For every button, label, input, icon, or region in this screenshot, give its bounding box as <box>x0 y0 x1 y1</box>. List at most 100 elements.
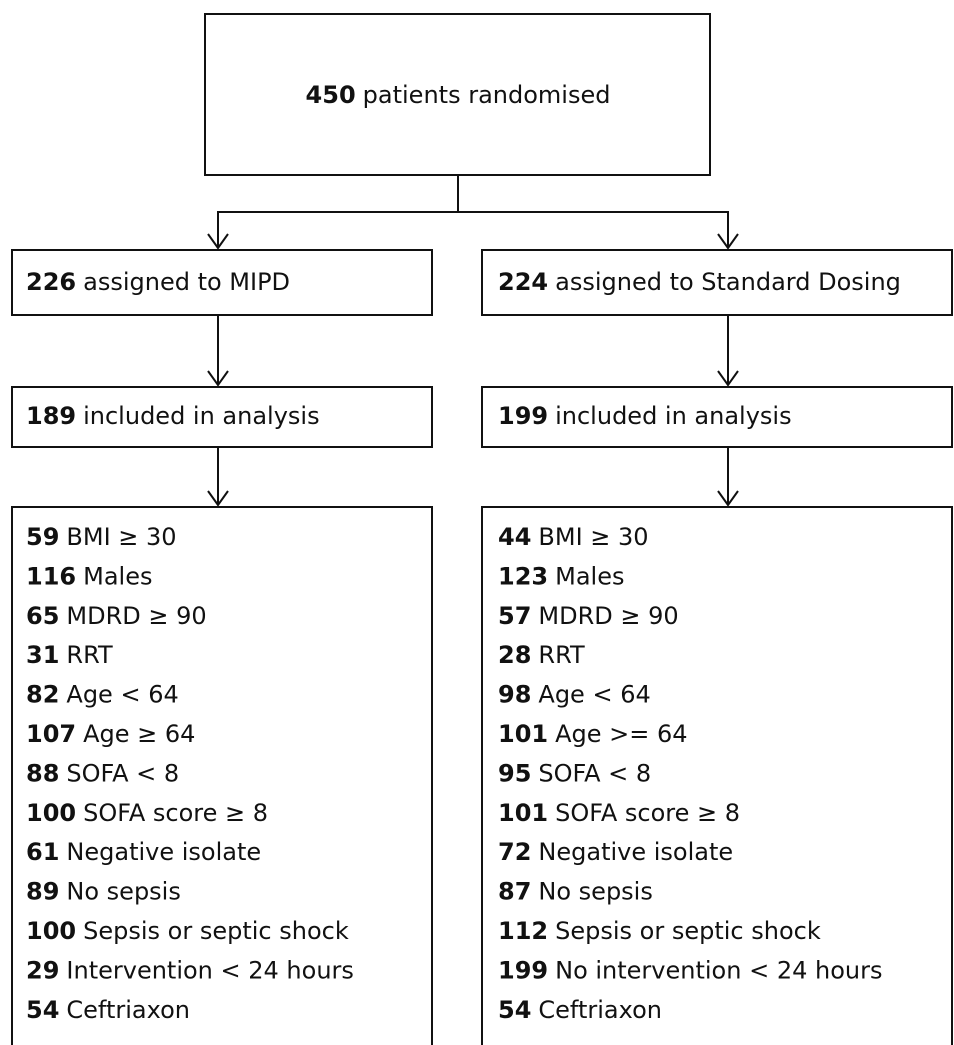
label: Ceftriaxon <box>66 996 190 1024</box>
entry: 82 Age < 64 <box>26 681 179 709</box>
count: 224 <box>498 268 548 296</box>
analysis-box <box>11 386 433 448</box>
label: SOFA < 8 <box>66 759 179 787</box>
label: included in analysis <box>83 402 320 430</box>
count: 112 <box>498 917 548 945</box>
label: Intervention < 24 hours <box>66 956 354 984</box>
label: Sepsis or septic shock <box>83 917 349 945</box>
count: 59 <box>26 523 59 551</box>
arrow-head <box>717 233 739 250</box>
label: Age ≥ 64 <box>83 720 195 748</box>
count: 98 <box>498 681 531 709</box>
label: RRT <box>538 641 585 669</box>
label: SOFA < 8 <box>538 759 651 787</box>
characteristics-box <box>481 506 953 1045</box>
entry: 65 MDRD ≥ 90 <box>26 602 207 630</box>
label: Age >= 64 <box>555 720 687 748</box>
entry: 199 No intervention < 24 hours <box>498 956 882 984</box>
count: 44 <box>498 523 531 551</box>
label: SOFA score ≥ 8 <box>83 799 268 827</box>
count: 101 <box>498 720 548 748</box>
entry: 59 BMI ≥ 30 <box>26 523 177 551</box>
entry: 54 Ceftriaxon <box>498 996 662 1024</box>
label: assigned to MIPD <box>83 268 290 296</box>
count: 450 <box>306 81 356 109</box>
label: BMI ≥ 30 <box>66 523 176 551</box>
entry: 199 included in analysis <box>498 402 792 430</box>
assigned-box <box>11 249 433 316</box>
entry: 57 MDRD ≥ 90 <box>498 602 679 630</box>
label: No intervention < 24 hours <box>555 956 882 984</box>
entry: 98 Age < 64 <box>498 681 651 709</box>
label: Negative isolate <box>538 838 733 866</box>
entry: 44 BMI ≥ 30 <box>498 523 649 551</box>
count: 31 <box>26 641 59 669</box>
count: 29 <box>26 956 59 984</box>
count: 61 <box>26 838 59 866</box>
entry: 450 patients randomised <box>306 81 611 109</box>
label: assigned to Standard Dosing <box>555 268 901 296</box>
entry: 89 No sepsis <box>26 878 181 906</box>
entry: 28 RRT <box>498 641 585 669</box>
count: 89 <box>26 878 59 906</box>
arrow-head <box>717 490 739 507</box>
entry: 226 assigned to MIPD <box>26 268 290 296</box>
entry: 101 Age >= 64 <box>498 720 688 748</box>
entry: 224 assigned to Standard Dosing <box>498 268 901 296</box>
label: MDRD ≥ 90 <box>66 602 206 630</box>
count: 82 <box>26 681 59 709</box>
count: 123 <box>498 562 548 590</box>
count: 88 <box>26 759 59 787</box>
count: 95 <box>498 759 531 787</box>
label: BMI ≥ 30 <box>538 523 648 551</box>
entry: 87 No sepsis <box>498 878 653 906</box>
label: Males <box>555 562 624 590</box>
label: Males <box>83 562 152 590</box>
label: Age < 64 <box>66 681 178 709</box>
top-box <box>204 13 711 176</box>
entry: 54 Ceftriaxon <box>26 996 190 1024</box>
entry: 101 SOFA score ≥ 8 <box>498 799 740 827</box>
assigned-box <box>481 249 953 316</box>
count: 87 <box>498 878 531 906</box>
label: Age < 64 <box>538 681 650 709</box>
count: 100 <box>26 917 76 945</box>
count: 199 <box>498 956 548 984</box>
entry: 107 Age ≥ 64 <box>26 720 195 748</box>
entry: 31 RRT <box>26 641 113 669</box>
entry: 189 included in analysis <box>26 402 320 430</box>
count: 226 <box>26 268 76 296</box>
connector <box>217 175 459 248</box>
connector <box>458 211 729 248</box>
count: 57 <box>498 602 531 630</box>
count: 101 <box>498 799 548 827</box>
label: Negative isolate <box>66 838 261 866</box>
arrow-head <box>717 370 739 387</box>
count: 72 <box>498 838 531 866</box>
arrow-head <box>207 233 229 250</box>
count: 107 <box>26 720 76 748</box>
label: included in analysis <box>555 402 792 430</box>
arrow-head <box>207 490 229 507</box>
count: 65 <box>26 602 59 630</box>
entry: 123 Males <box>498 562 624 590</box>
count: 54 <box>26 996 59 1024</box>
count: 100 <box>26 799 76 827</box>
entry: 88 SOFA < 8 <box>26 759 179 787</box>
label: No sepsis <box>66 878 180 906</box>
analysis-box <box>481 386 953 448</box>
characteristics-box <box>11 506 433 1045</box>
entry: 116 Males <box>26 562 152 590</box>
entry: 112 Sepsis or septic shock <box>498 917 821 945</box>
label: Sepsis or septic shock <box>555 917 821 945</box>
label: patients randomised <box>363 81 611 109</box>
count: 54 <box>498 996 531 1024</box>
arrow-head <box>207 370 229 387</box>
count: 28 <box>498 641 531 669</box>
count: 199 <box>498 402 548 430</box>
label: No sepsis <box>538 878 652 906</box>
entry: 100 SOFA score ≥ 8 <box>26 799 268 827</box>
count: 189 <box>26 402 76 430</box>
label: RRT <box>66 641 113 669</box>
